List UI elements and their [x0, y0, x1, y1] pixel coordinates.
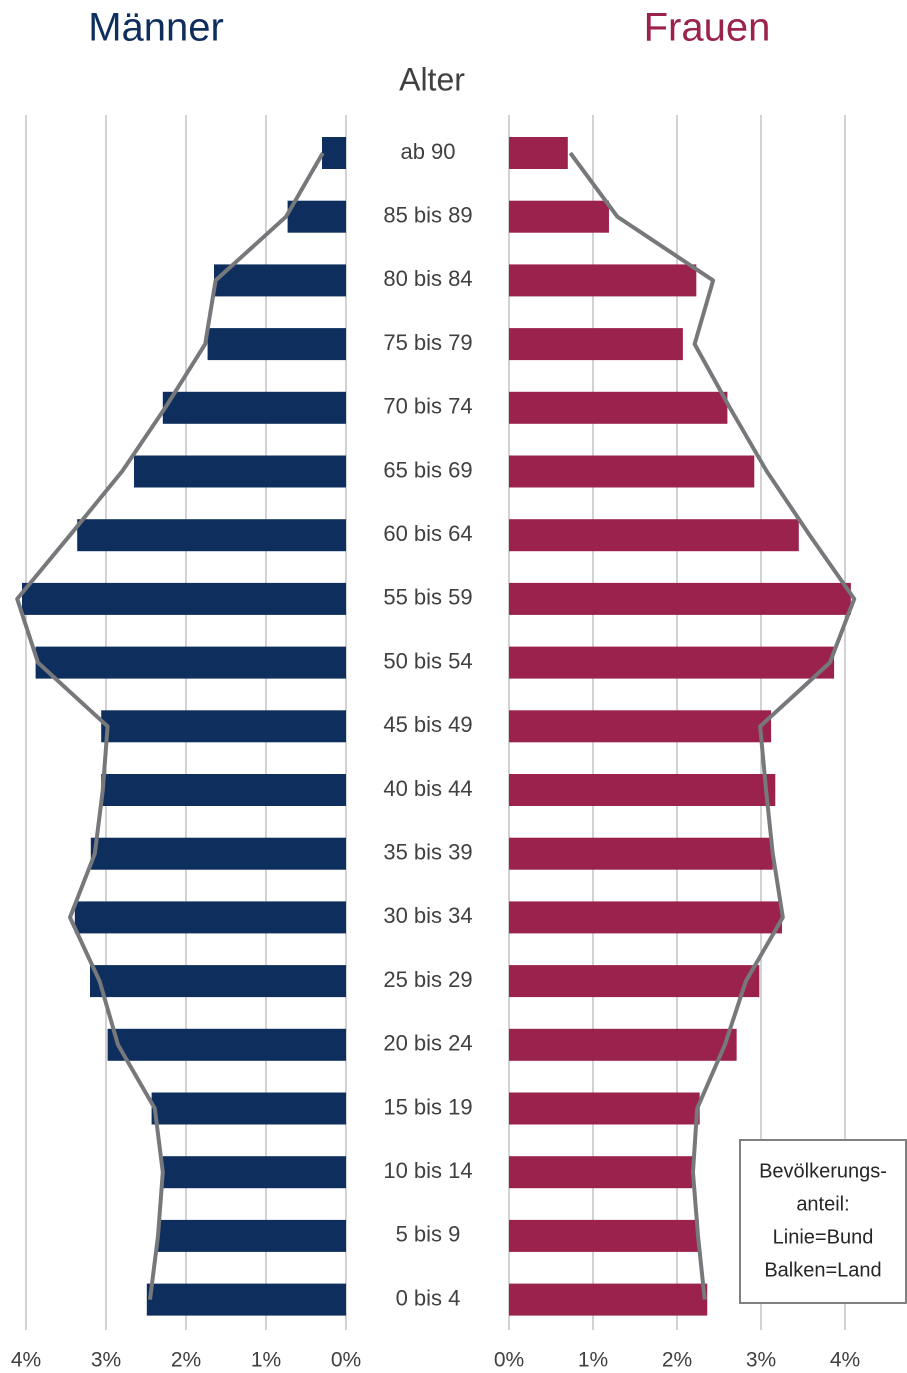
bar: [509, 1219, 699, 1252]
x-tick-label: 4%: [830, 1349, 860, 1372]
x-tick-label: 3%: [746, 1349, 776, 1372]
x-tick-label: 2%: [662, 1349, 692, 1372]
panel-title: Männer: [88, 6, 224, 50]
bar: [509, 264, 697, 297]
bar: [146, 1283, 346, 1316]
category-label: 20 bis 24: [383, 1031, 472, 1056]
bar: [509, 965, 760, 998]
bar: [22, 582, 346, 615]
x-tick-label: 1%: [251, 1349, 281, 1372]
bar: [509, 519, 799, 552]
category-label: 70 bis 74: [383, 394, 472, 419]
bar: [77, 519, 346, 552]
category-label: 65 bis 69: [383, 457, 472, 482]
bar: [107, 1028, 346, 1061]
panel-title: Frauen: [644, 6, 771, 50]
bar: [509, 710, 772, 743]
category-label: 0 bis 4: [396, 1285, 461, 1310]
axis-label: Alter: [399, 61, 465, 97]
bar: [322, 137, 346, 169]
category-label: 80 bis 84: [383, 266, 472, 291]
category-label: 35 bis 39: [383, 840, 472, 865]
bar: [158, 1219, 346, 1252]
category-label: 75 bis 79: [383, 330, 472, 355]
x-tick-label: 1%: [578, 1349, 608, 1372]
legend-text: anteil:: [796, 1193, 849, 1215]
x-tick-label: 2%: [171, 1349, 201, 1372]
legend-text: Balken=Land: [764, 1259, 881, 1281]
bar: [509, 837, 773, 870]
bar: [509, 774, 776, 806]
category-label: 85 bis 89: [383, 203, 472, 228]
bar: [509, 328, 683, 361]
legend-box: [739, 1139, 907, 1304]
category-label: 25 bis 29: [383, 967, 472, 992]
bar: [509, 455, 755, 488]
bar: [162, 1156, 346, 1189]
category-label: 30 bis 34: [383, 903, 472, 928]
bar: [90, 837, 346, 870]
bar: [287, 200, 346, 233]
bar: [134, 455, 346, 488]
bar: [509, 391, 728, 424]
bar: [509, 137, 568, 169]
bar: [90, 965, 346, 998]
bar: [509, 1283, 708, 1316]
category-label: 50 bis 54: [383, 648, 472, 673]
bar: [35, 646, 346, 679]
category-label: 15 bis 19: [383, 1094, 472, 1119]
bar: [101, 710, 346, 743]
x-tick-label: 0%: [331, 1349, 361, 1372]
bar: [509, 1028, 737, 1061]
category-label: 60 bis 64: [383, 521, 472, 546]
category-label: 40 bis 44: [383, 776, 472, 801]
bar: [101, 774, 346, 806]
bar: [509, 1156, 693, 1189]
bar: [509, 200, 609, 233]
legend-text: Bevölkerungs-: [759, 1160, 887, 1182]
bar: [509, 646, 835, 679]
category-label: ab 90: [400, 139, 455, 164]
category-label: 5 bis 9: [396, 1222, 461, 1247]
reference-line: [15, 151, 325, 1300]
x-tick-label: 0%: [494, 1349, 524, 1372]
bar: [207, 328, 346, 361]
bar: [162, 391, 346, 424]
bar: [509, 1092, 700, 1125]
category-label: 45 bis 49: [383, 712, 472, 737]
reference-line: [568, 151, 857, 1300]
category-label: 10 bis 14: [383, 1158, 472, 1183]
bar: [509, 901, 782, 934]
legend-text: Linie=Bund: [773, 1226, 874, 1248]
bar: [151, 1092, 346, 1125]
x-tick-label: 3%: [91, 1349, 121, 1372]
bar: [509, 582, 851, 615]
x-tick-label: 4%: [11, 1349, 41, 1372]
bar: [214, 264, 346, 297]
category-label: 55 bis 59: [383, 585, 472, 610]
bar: [74, 901, 347, 934]
